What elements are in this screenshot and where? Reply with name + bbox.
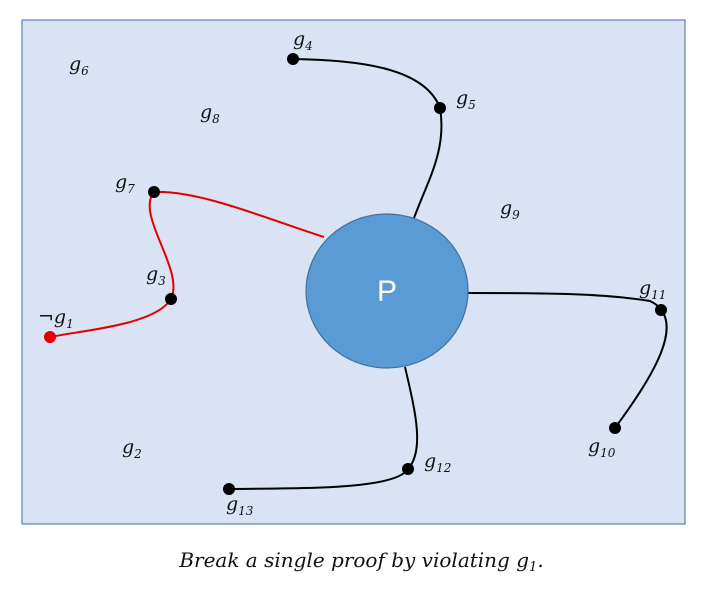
- label-g6: g6: [69, 53, 89, 78]
- label-g5: g5: [456, 87, 476, 112]
- label-g12: g12: [424, 450, 451, 475]
- caption-suffix: .: [537, 548, 544, 572]
- node-g4: [287, 53, 299, 65]
- node-g11: [655, 304, 667, 316]
- node-g3: [165, 293, 177, 305]
- label-g9: g9: [500, 197, 520, 222]
- caption-text: Break a single proof by violating g: [179, 548, 530, 572]
- label-g7: g7: [115, 171, 135, 196]
- caption-subscript: 1: [529, 560, 538, 575]
- figure-caption: Break a single proof by violating g1.: [0, 548, 723, 575]
- proof-diagram: P g4 g5 g6 g8 g7 g9 g3 ¬g1 g11 g10 g2 g1…: [21, 19, 686, 525]
- label-g8: g8: [200, 101, 220, 126]
- node-not-g1: [44, 331, 56, 343]
- label-not-g1: ¬g1: [38, 306, 74, 331]
- label-g2: g2: [122, 436, 142, 461]
- node-g10: [609, 422, 621, 434]
- node-g5: [434, 102, 446, 114]
- edge-p-g11-g10: [467, 292, 668, 429]
- label-g11: g11: [639, 277, 666, 302]
- edge-p-g7-g3-ng1: [49, 190, 325, 338]
- node-g12: [402, 463, 414, 475]
- proof-node: [305, 213, 469, 369]
- label-g10: g10: [588, 435, 616, 460]
- node-g7: [148, 186, 160, 198]
- label-g13: g13: [226, 493, 254, 518]
- node-g13: [223, 483, 235, 495]
- proof-node-label: P: [377, 275, 397, 308]
- label-g3: g3: [146, 263, 166, 288]
- label-g4: g4: [293, 28, 313, 53]
